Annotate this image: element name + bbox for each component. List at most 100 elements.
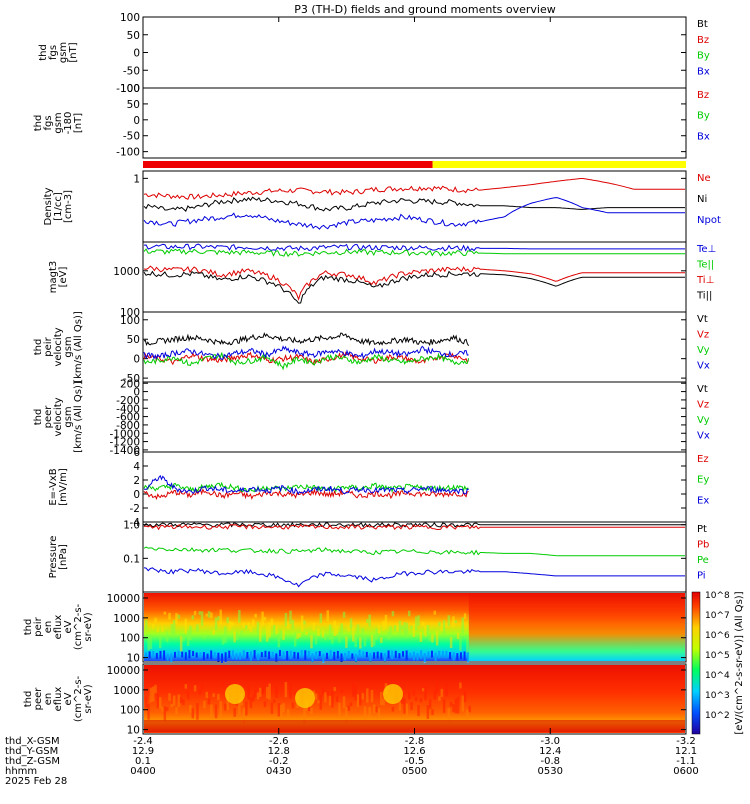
spectrogram-cell: [431, 634, 434, 643]
spectrogram-cell: [347, 625, 350, 632]
spectrogram-cell: [398, 702, 402, 711]
x-row-label: thd_X-GSM: [5, 736, 60, 747]
legend-entry: Bz: [697, 35, 709, 46]
spectrogram-cell: [261, 686, 264, 694]
y-label-line: peer: [43, 405, 54, 429]
series-line-Ne: [143, 178, 685, 200]
spectrogram-cell: [198, 611, 202, 615]
spectrogram-cell: [256, 692, 260, 700]
spectrogram-cell: [382, 698, 385, 706]
y-label-line: [nPa]: [58, 544, 69, 570]
spectrogram-cell: [454, 620, 458, 624]
panel-frame: [142, 591, 687, 663]
spectrogram-cell: [156, 626, 160, 633]
spectrogram-cell: [203, 636, 206, 640]
spectrogram-cell: [373, 704, 376, 714]
spectrogram-cell: [315, 651, 318, 659]
spectrogram-cell: [363, 636, 367, 647]
spectrogram-cell: [239, 652, 242, 660]
spectrogram-cell: [412, 624, 416, 637]
y-label-line: [km/s (All Qs)]: [73, 311, 84, 383]
spectrogram-cell: [205, 691, 209, 698]
x-row-value: 12.6: [403, 746, 425, 757]
spectrogram-cell: [286, 650, 289, 661]
legend-entry: Vx: [697, 431, 710, 442]
spectrogram-cell: [303, 620, 306, 625]
y-label-line: magt3: [48, 261, 59, 294]
y-label-line: thd: [33, 115, 44, 132]
panel-frame: [142, 521, 687, 593]
panel-pressure: 1.0 0.1 Pressure [nPa] Pt Pb Pe Pi: [48, 520, 709, 593]
spectrogram-cell: [359, 637, 362, 649]
spectrogram-cell: [172, 620, 176, 635]
spectrogram-cell: [270, 618, 274, 626]
spectrogram-cell: [361, 628, 364, 638]
colorbar: 10^8 10^7 10^6 10^5 10^4 10^3 10^2 [eV/(cm^2-s-…: [691, 591, 745, 735]
y-tick-label: 0.1: [123, 553, 140, 565]
spectrogram-cell: [213, 652, 216, 659]
spectrogram-cell: [452, 616, 455, 628]
spectrogram-cell: [212, 629, 215, 635]
spectrogram-cell: [435, 682, 439, 694]
spectrogram-cell: [438, 650, 441, 659]
spectrogram-cell: [192, 650, 195, 657]
spectrogram-cell: [326, 691, 330, 696]
spectrogram-cell: [247, 684, 250, 700]
x-row-value: 0400: [130, 766, 155, 777]
y-label-line: velocity: [53, 327, 64, 366]
spectrogram-cell: [163, 706, 167, 721]
spectrogram-cell: [380, 691, 383, 706]
spectrogram-cell: [414, 697, 418, 702]
spectrogram-cell: [175, 707, 178, 714]
spectrogram-cell: [154, 684, 157, 694]
spectrogram-cell: [219, 701, 222, 717]
spectrogram-cell: [335, 696, 339, 702]
spectrogram-cell: [428, 699, 432, 709]
spectrogram-cell: [284, 612, 288, 627]
spectrogram-cell: [376, 651, 379, 659]
spectrogram-cell: [212, 693, 215, 697]
spectrogram-cell: [328, 624, 332, 640]
x-row-value: 12.9: [132, 746, 154, 757]
spectrogram-cell: [380, 652, 383, 660]
y-label-line: sr-eV): [83, 684, 94, 713]
y-label-line: thd: [23, 691, 34, 708]
spectrogram-cell: [410, 702, 413, 711]
spectrogram-cell: [177, 614, 181, 619]
spectrogram-cell: [352, 682, 355, 697]
spectrogram-cell: [226, 694, 229, 710]
y-tick-label: -50: [123, 373, 140, 385]
spectrogram-cell: [463, 651, 466, 661]
spectrogram-cell: [387, 631, 390, 640]
spectrogram-cell: [156, 693, 160, 709]
spectrogram-cell: [245, 701, 248, 716]
y-tick-label: -2: [130, 503, 140, 515]
spectrogram-cell: [427, 651, 430, 658]
y-label-line: sr-eV): [83, 612, 94, 641]
spectrogram-cell: [149, 687, 153, 703]
spectrogram-cell: [456, 696, 460, 714]
spectrogram-cell: [275, 626, 278, 634]
spectrogram-cell: [184, 618, 188, 634]
spectrogram-cell: [424, 686, 427, 701]
spectrogram-cell: [441, 651, 444, 658]
spectrogram-cell: [387, 650, 390, 659]
spectrogram-cell: [184, 652, 187, 660]
spectrogram-cell: [403, 698, 406, 714]
y-tick-label: 1000: [113, 266, 140, 278]
spectrogram-cell: [362, 651, 365, 658]
panel-fgs2: 100 50 0 -50 -100 thd fgs gsm -180 [nT] Bz By Bx: [33, 83, 710, 159]
panel-frame: [142, 311, 687, 383]
x-row-value: -2.4: [133, 736, 153, 747]
spectrogram-cell: [282, 703, 285, 713]
spectrogram-cell: [260, 652, 263, 658]
colorbar-strip: [691, 591, 701, 735]
y-label-line: [1/cc]: [53, 192, 64, 221]
spectrogram-cell: [217, 693, 220, 701]
x-row-value: -2.6: [269, 736, 289, 747]
spectrogram-cell: [373, 652, 376, 659]
spectrogram-cell: [282, 629, 285, 640]
spectrogram-cell: [375, 706, 378, 713]
x-row-value: 12.1: [675, 746, 697, 757]
spectrogram-cell: [349, 618, 353, 629]
